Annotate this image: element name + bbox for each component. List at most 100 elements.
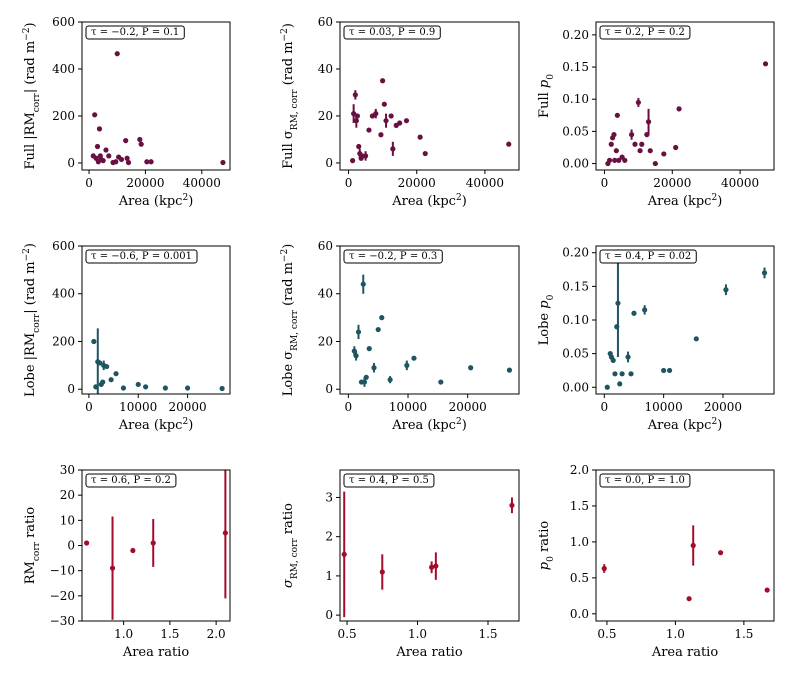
data-point xyxy=(422,150,428,157)
y-tick-label: 30 xyxy=(60,463,75,477)
stats-annotation: τ = 0.2, P = 0.2 xyxy=(605,27,685,38)
axes-frame xyxy=(81,245,231,395)
y-axis-label: p0 ratio xyxy=(537,521,556,571)
x-tick-label: 40000 xyxy=(183,176,221,190)
y-tick-label: 0.00 xyxy=(562,157,589,171)
data-point xyxy=(635,99,641,106)
y-tick-label: 0 xyxy=(67,156,75,170)
x-tick-label: 1.5 xyxy=(160,627,179,641)
data-point xyxy=(390,146,396,152)
data-point xyxy=(100,379,106,385)
data-point xyxy=(629,132,635,138)
data-point xyxy=(135,381,141,388)
data-point xyxy=(612,157,618,163)
y-tick-label: 0.10 xyxy=(562,313,589,327)
data-point xyxy=(438,379,444,385)
y-tick-label: 3 xyxy=(325,490,333,504)
data-point xyxy=(612,371,618,377)
x-tick-label: 0 xyxy=(600,400,608,414)
data-point xyxy=(429,564,435,570)
data-point xyxy=(616,157,622,163)
data-point xyxy=(613,148,619,154)
data-point xyxy=(150,540,156,546)
panel-full-rm: 0 20000 40000 0 200 400 600 Area (kpc2) Full |RM… xyxy=(22,15,231,209)
data-point xyxy=(622,157,628,163)
data-points xyxy=(341,491,515,618)
data-point xyxy=(144,159,150,165)
y-axis-label: Lobe σRM, corr (rad m−2) xyxy=(280,244,300,397)
y-tick-label: 400 xyxy=(52,287,75,301)
data-points xyxy=(605,61,769,167)
y-tick-label: 60 xyxy=(318,15,333,29)
stats-annotation-box xyxy=(85,249,198,264)
x-tick-label: 20000 xyxy=(704,400,742,414)
data-point xyxy=(411,355,417,361)
y-tick-label: 0.05 xyxy=(562,347,589,361)
stats-annotation-box xyxy=(343,25,441,40)
data-point xyxy=(355,329,362,335)
stats-annotation-box xyxy=(599,249,697,264)
data-point xyxy=(222,530,228,536)
y-tick-label: 20 xyxy=(60,488,75,502)
data-point xyxy=(113,159,119,165)
data-point xyxy=(723,287,729,293)
axes-frame xyxy=(595,21,775,171)
y-tick-label: 2.0 xyxy=(570,463,589,477)
data-point xyxy=(363,374,369,380)
data-point xyxy=(631,310,637,316)
y-tick-label: 0.5 xyxy=(570,571,589,585)
data-point xyxy=(686,596,692,602)
x-tick-label: 0 xyxy=(345,400,353,414)
data-point xyxy=(350,158,356,164)
data-point xyxy=(639,141,645,147)
data-point xyxy=(661,367,667,374)
x-tick-label: 1.0 xyxy=(114,627,133,641)
x-tick-label: 2.0 xyxy=(207,627,226,641)
x-tick-label: 40000 xyxy=(466,176,504,190)
axes-frame xyxy=(339,469,520,622)
x-tick-label: 1.5 xyxy=(478,627,497,641)
stats-annotation-box xyxy=(599,25,691,40)
stats-annotation-box xyxy=(85,25,185,40)
data-point xyxy=(148,159,154,165)
data-point xyxy=(120,385,127,391)
y-tick-label: 40 xyxy=(318,287,333,301)
y-tick-label: 20 xyxy=(318,109,333,123)
data-point xyxy=(220,159,226,166)
x-tick-label: 1.5 xyxy=(734,627,753,641)
data-point xyxy=(113,371,119,377)
stats-annotation-box xyxy=(85,473,177,488)
data-point xyxy=(383,118,389,124)
axes-frame xyxy=(81,469,231,622)
y-tick-label: 40 xyxy=(318,62,333,76)
data-point xyxy=(125,159,132,166)
data-points xyxy=(351,274,513,387)
data-points xyxy=(350,78,512,164)
y-tick-label: 1 xyxy=(325,569,333,583)
x-tick-label: 1.0 xyxy=(408,627,427,641)
x-tick-label: 20000 xyxy=(449,400,487,414)
y-tick-label: 200 xyxy=(52,334,75,348)
data-point xyxy=(387,377,393,383)
data-point xyxy=(381,101,387,107)
y-axis-label: Full p0 xyxy=(537,74,556,118)
x-tick-label: 20000 xyxy=(126,176,164,190)
data-point xyxy=(94,143,101,150)
data-point xyxy=(366,127,372,133)
data-point xyxy=(360,281,366,287)
y-tick-label: 2 xyxy=(325,530,333,544)
data-point xyxy=(352,92,358,98)
data-point xyxy=(114,51,120,57)
data-point xyxy=(162,385,168,391)
data-point xyxy=(375,326,381,333)
data-points xyxy=(604,249,768,390)
data-point xyxy=(137,136,143,143)
data-point xyxy=(97,360,103,366)
stats-annotation: τ = −0.2, P = 0.1 xyxy=(91,27,179,38)
data-point xyxy=(109,565,116,571)
y-axis-label: Lobe |RMcorr| (rad m−2) xyxy=(22,243,42,397)
data-point xyxy=(184,385,191,391)
stats-annotation-box xyxy=(599,473,691,488)
x-axis-label: Area (kpc2) xyxy=(647,193,723,209)
x-tick-label: 20000 xyxy=(168,400,206,414)
